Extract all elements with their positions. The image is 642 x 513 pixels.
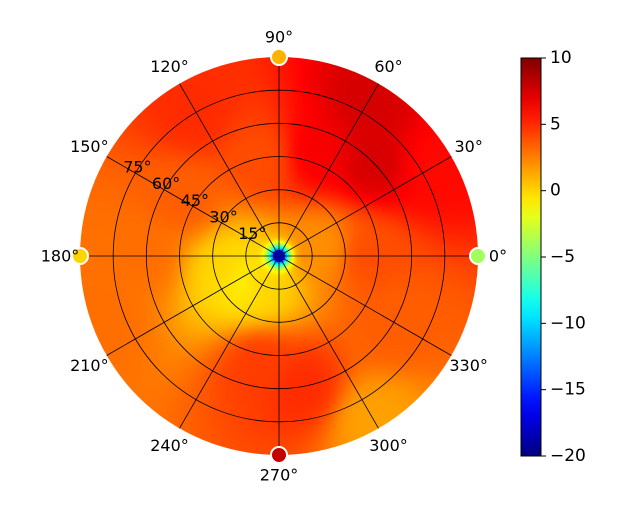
colorbar-tick-label: −20 — [550, 446, 586, 466]
angular-grid-line — [179, 83, 280, 257]
colorbar-tick-label: −5 — [550, 247, 575, 267]
angular-tick-label: 120° — [150, 57, 189, 76]
radial-tick-label: 60° — [152, 174, 180, 193]
radial-tick-labels: 15°30°45°60°75° — [123, 158, 266, 243]
angular-tick-label: 30° — [454, 137, 482, 156]
angular-tick-label: 330° — [449, 356, 488, 375]
polar-grid — [80, 57, 478, 455]
center-marker — [273, 250, 285, 262]
edge-marker — [270, 48, 288, 66]
angular-tick-label: 300° — [369, 436, 408, 455]
angular-tick-label: 60° — [374, 57, 402, 76]
colorbar-bar — [520, 57, 542, 457]
angular-tick-labels: 0° 30° 60° 90° 120° 150° 180° 210° 240° 270° 300° 3… — [41, 28, 507, 485]
angular-grid-line — [278, 255, 379, 429]
colorbar-tick-label: −10 — [550, 313, 586, 333]
angular-tick-label: 0° — [489, 247, 507, 266]
angular-grid-line — [278, 83, 379, 257]
angular-tick-label: 240° — [150, 436, 189, 455]
angular-grid-line — [278, 255, 452, 356]
radial-tick-label: 30° — [209, 207, 237, 226]
angular-tick-label: 150° — [70, 137, 109, 156]
angular-tick-label: 270° — [260, 466, 299, 485]
angular-grid-line — [278, 156, 452, 257]
angular-grid-line — [106, 156, 280, 257]
colorbar-tick-label: −15 — [550, 380, 586, 400]
angular-tick-label: 180° — [41, 247, 80, 266]
colorbar-tick-label: 10 — [550, 48, 572, 68]
angular-grid-line — [179, 255, 280, 429]
radial-tick-label: 75° — [123, 158, 151, 177]
angular-tick-label: 210° — [70, 356, 109, 375]
angular-grid-line — [106, 255, 280, 356]
colorbar-tick-label: 5 — [550, 114, 561, 134]
edge-marker — [71, 247, 89, 265]
polar-plot-area: 0° 30° 60° 90° 120° 150° 180° 210° 240° 270° 300° 3… — [41, 28, 507, 485]
edge-marker — [270, 446, 288, 464]
radial-tick-label: 15° — [238, 224, 266, 243]
colorbar: −20 −15 −10 −5 0 5 10 — [520, 48, 586, 466]
colorbar-ticks: −20 −15 −10 −5 0 5 10 — [541, 48, 586, 466]
edge-marker — [469, 247, 487, 265]
radial-tick-label: 45° — [181, 191, 209, 210]
edge-markers — [71, 48, 487, 464]
colorbar-tick-label: 0 — [550, 181, 561, 201]
angular-tick-label: 90° — [265, 28, 293, 47]
